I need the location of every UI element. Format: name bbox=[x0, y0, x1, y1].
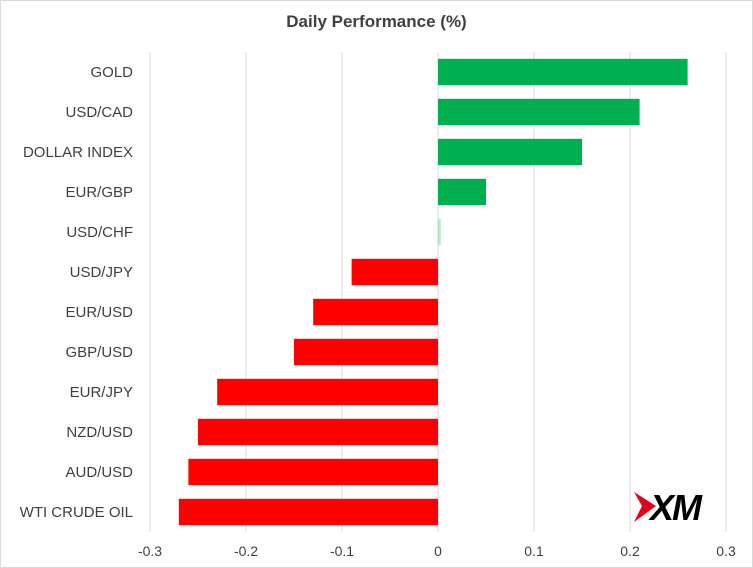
bar-usd-chf bbox=[438, 218, 441, 246]
x-tick-label: 0.3 bbox=[716, 543, 736, 559]
category-label: EUR/GBP bbox=[65, 184, 133, 201]
xm-logo: XM bbox=[634, 487, 705, 528]
bar-eur-gbp bbox=[438, 178, 486, 206]
category-label: USD/CAD bbox=[65, 104, 133, 121]
category-label: USD/CHF bbox=[66, 224, 133, 241]
bar-wti-crude-oil bbox=[178, 498, 439, 526]
x-tick-label: 0 bbox=[434, 543, 442, 559]
bar-eur-jpy bbox=[217, 378, 438, 406]
bars bbox=[178, 58, 688, 526]
category-label: GBP/USD bbox=[65, 344, 133, 361]
bar-usd-cad bbox=[438, 98, 640, 126]
x-tick-labels: -0.3 -0.2 -0.1 0 0.1 0.2 0.3 bbox=[138, 543, 736, 559]
category-label: WTI CRUDE OIL bbox=[20, 504, 133, 521]
category-label: EUR/USD bbox=[65, 304, 133, 321]
x-tick-label: -0.1 bbox=[330, 543, 354, 559]
x-tick-label: -0.3 bbox=[138, 543, 162, 559]
bar-gbp-usd bbox=[294, 338, 438, 366]
gridlines bbox=[149, 52, 727, 532]
bar-eur-usd bbox=[313, 298, 438, 326]
xm-logo-text: XM bbox=[648, 487, 703, 528]
bar-gold bbox=[438, 58, 688, 86]
category-label: DOLLAR INDEX bbox=[23, 144, 133, 161]
bar-dollar-index bbox=[438, 138, 582, 166]
x-tick-label: -0.2 bbox=[234, 543, 258, 559]
category-label: GOLD bbox=[90, 64, 133, 81]
bar-usd-jpy bbox=[351, 258, 438, 286]
chart-title: Daily Performance (%) bbox=[286, 12, 467, 31]
category-labels: GOLD USD/CAD DOLLAR INDEX EUR/GBP USD/CHF USD… bbox=[20, 64, 134, 521]
x-tick-label: 0.2 bbox=[620, 543, 640, 559]
category-label: USD/JPY bbox=[70, 264, 133, 281]
category-label: AUD/USD bbox=[65, 464, 133, 481]
x-tick-label: 0.1 bbox=[524, 543, 544, 559]
category-label: NZD/USD bbox=[66, 424, 133, 441]
xm-logo-mark bbox=[634, 492, 656, 522]
bar-nzd-usd bbox=[198, 418, 438, 446]
category-label: EUR/JPY bbox=[70, 384, 133, 401]
bar-aud-usd bbox=[188, 458, 438, 486]
